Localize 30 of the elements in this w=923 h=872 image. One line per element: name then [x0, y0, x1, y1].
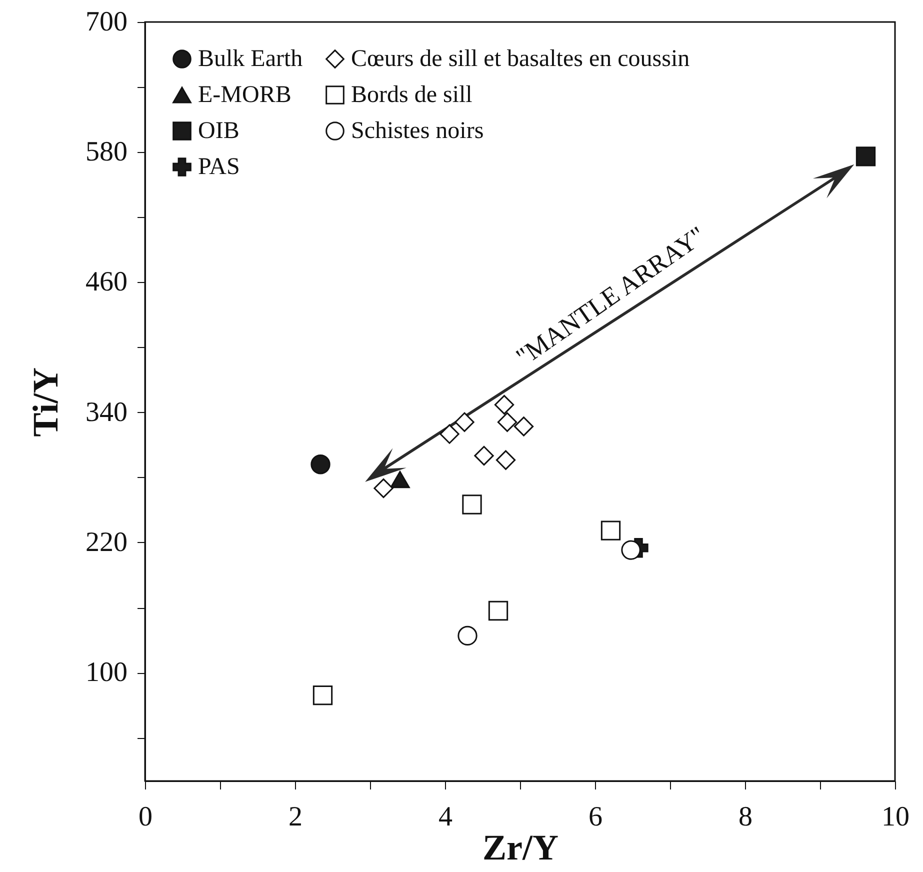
legend-label: Cœurs de sill et basaltes en coussin [351, 46, 690, 72]
legend-label: PAS [198, 154, 240, 180]
legend-label: Bulk Earth [198, 46, 303, 72]
x-tick-label: 2 [288, 802, 302, 832]
y-tick-label: 100 [86, 657, 128, 688]
point [600, 520, 621, 540]
x-tick-label: 8 [738, 802, 752, 832]
y-tick-label: 220 [86, 526, 128, 558]
y-axis-title: Ti/Y [26, 367, 66, 437]
x-axis-title: Zr/Y [482, 828, 558, 868]
y-tick-label: 340 [86, 396, 128, 428]
point [454, 412, 474, 432]
point [488, 600, 508, 621]
legend-label: OIB [198, 118, 240, 144]
y-tick-label: 700 [86, 6, 128, 38]
y-tick-label: 460 [86, 266, 128, 298]
point [856, 146, 876, 166]
point [312, 686, 333, 706]
point [390, 470, 410, 488]
x-tick-label: 10 [882, 802, 910, 832]
point [621, 540, 641, 560]
legend-label: E-MORB [198, 82, 292, 108]
point [462, 494, 482, 514]
x-tick-label: 6 [588, 802, 602, 832]
legend-label: Schistes noirs [351, 118, 484, 144]
point [310, 454, 330, 474]
legend-label: Bords de sill [351, 82, 473, 108]
x-tick-label: 0 [138, 802, 152, 832]
y-tick-label: 580 [86, 136, 128, 168]
x-tick-label: 4 [438, 802, 452, 832]
